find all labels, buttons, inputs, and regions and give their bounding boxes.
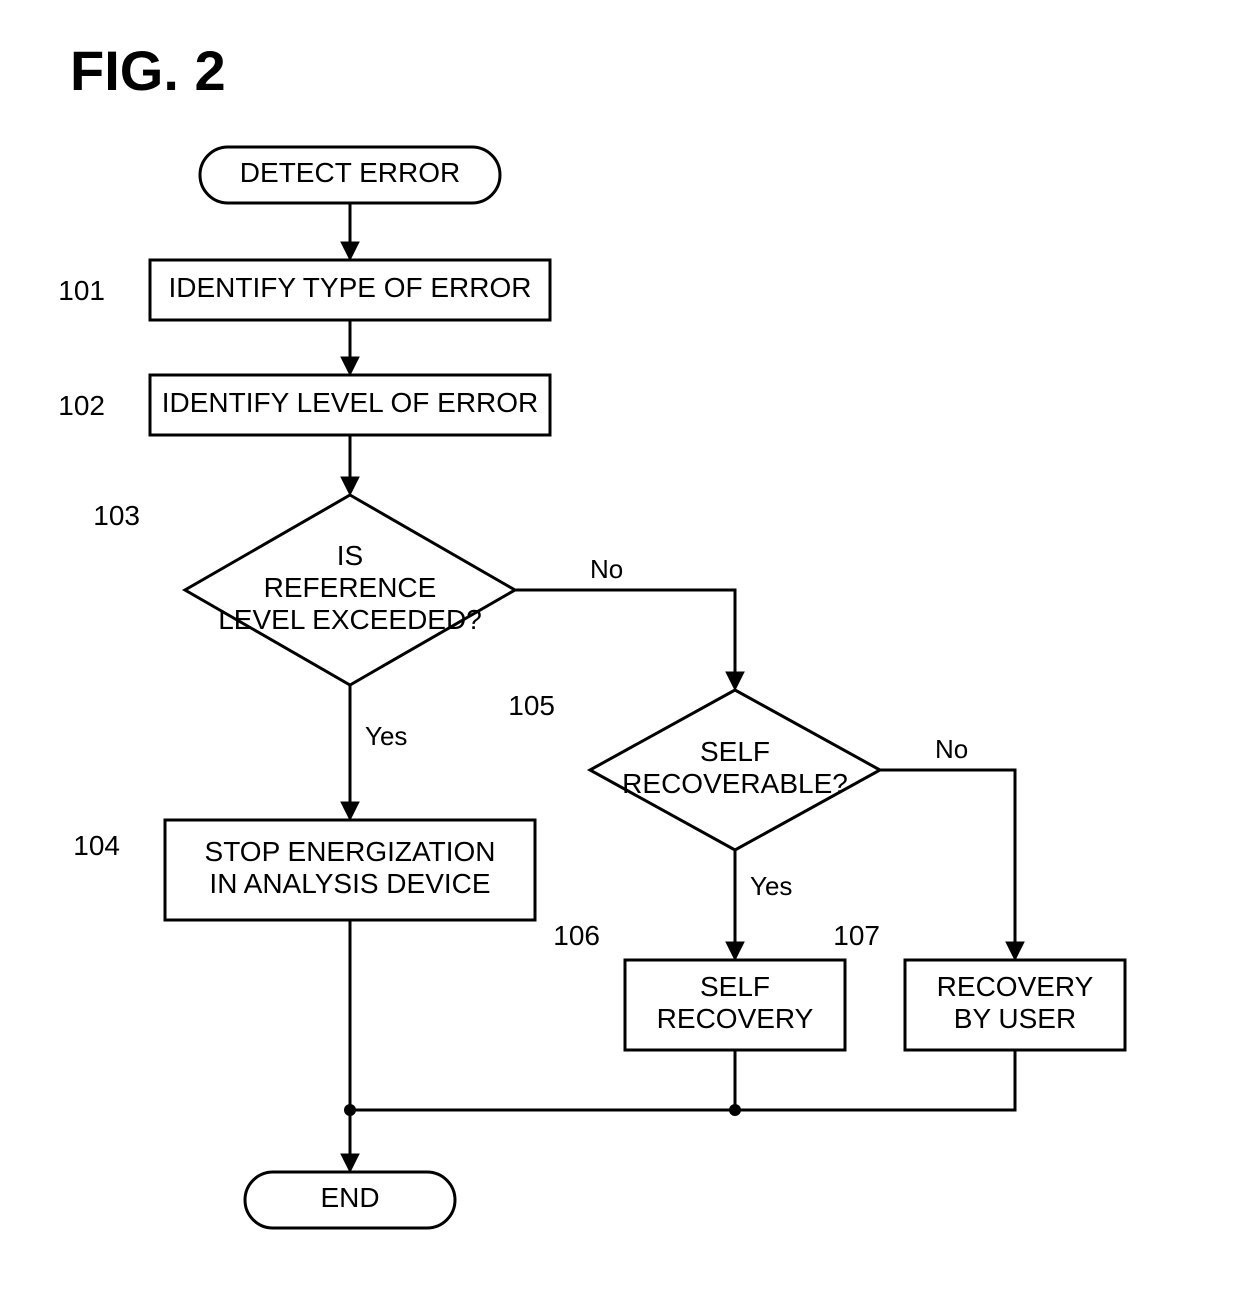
merge-dot-1 [729, 1104, 741, 1116]
arrowhead-1 [341, 357, 359, 375]
step-label-103: 103 [93, 500, 140, 531]
node-start-label: DETECT ERROR [240, 157, 460, 188]
arrowhead-3 [341, 802, 359, 820]
edge-label-yes-5: Yes [750, 871, 792, 901]
figure-title: FIG. 2 [70, 39, 226, 102]
step-label-105: 105 [508, 690, 555, 721]
edge-n103-n105-4 [515, 590, 735, 672]
edge-n106-merge-8 [350, 1050, 735, 1110]
step-label-101: 101 [58, 275, 105, 306]
edge-n105-n107-6 [880, 770, 1015, 942]
edge-n107-merge-9 [735, 1050, 1015, 1110]
step-label-106: 106 [553, 920, 600, 951]
arrowhead-7 [341, 1154, 359, 1172]
step-label-104: 104 [73, 830, 120, 861]
arrowhead-4 [726, 672, 744, 690]
step-label-107: 107 [833, 920, 880, 951]
arrowhead-5 [726, 942, 744, 960]
arrowhead-0 [341, 242, 359, 260]
node-n102-label: IDENTIFY LEVEL OF ERROR [162, 387, 539, 418]
merge-dot-0 [344, 1104, 356, 1116]
edge-label-yes-3: Yes [365, 721, 407, 751]
edge-label-no-4: No [590, 554, 623, 584]
arrowhead-6 [1006, 942, 1024, 960]
step-label-102: 102 [58, 390, 105, 421]
edge-label-no-6: No [935, 734, 968, 764]
node-n101-label: IDENTIFY TYPE OF ERROR [168, 272, 531, 303]
node-n104-label: STOP ENERGIZATIONIN ANALYSIS DEVICE [205, 836, 496, 899]
arrowhead-2 [341, 477, 359, 495]
node-end-label: END [320, 1182, 379, 1213]
node-n107-label: RECOVERYBY USER [937, 971, 1094, 1034]
flowchart-canvas: FIG. 2 Yes No Yes No DETECT ERROR IDENTIFY TYP… [0, 0, 1240, 1292]
